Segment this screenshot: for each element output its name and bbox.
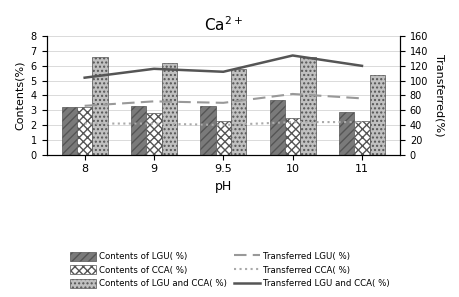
Bar [230, 69, 246, 155]
Title: Ca$^{2+}$: Ca$^{2+}$ [203, 15, 242, 34]
Bar [269, 100, 285, 155]
Bar [285, 118, 300, 155]
Bar [92, 57, 107, 155]
Bar [300, 57, 315, 155]
X-axis label: pH: pH [214, 180, 231, 193]
Bar [62, 107, 77, 155]
Bar [161, 63, 176, 155]
Bar [131, 106, 146, 155]
Bar [338, 112, 353, 155]
Bar [146, 113, 161, 155]
Bar [200, 106, 215, 155]
Y-axis label: Transferred(%): Transferred(%) [434, 54, 444, 137]
Bar [353, 121, 369, 155]
Legend: Contents of LGU( %), Contents of CCA( %), Contents of LGU and CCA( %), Transferr: Contents of LGU( %), Contents of CCA( %)… [66, 247, 393, 293]
Y-axis label: Contents(%): Contents(%) [15, 61, 25, 130]
Bar [215, 121, 230, 155]
Bar [77, 107, 92, 155]
Bar [369, 75, 384, 155]
